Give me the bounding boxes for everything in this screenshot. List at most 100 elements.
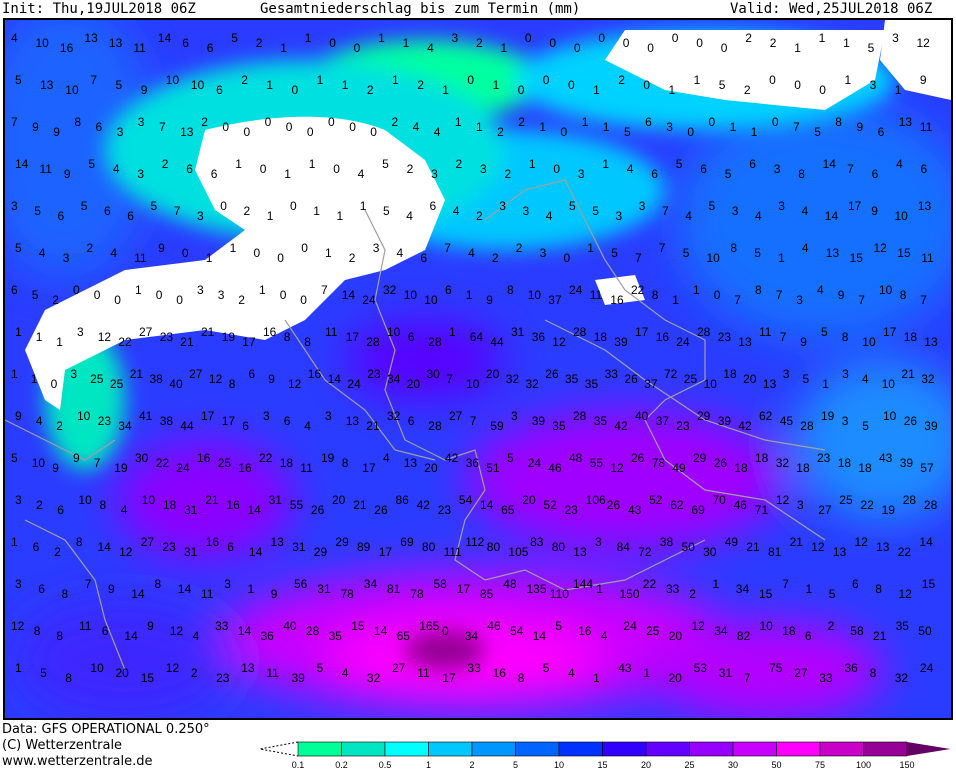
- value-label: 0: [222, 120, 229, 134]
- value-label: 3: [452, 31, 459, 45]
- value-label: 8: [842, 330, 849, 344]
- value-label: 11: [201, 587, 214, 601]
- value-label: 21: [180, 335, 194, 349]
- value-label: 16: [226, 498, 240, 512]
- value-label: 72: [664, 367, 678, 381]
- value-label: 12: [119, 545, 133, 559]
- value-label: 14: [919, 535, 933, 549]
- value-label: 12: [874, 241, 888, 255]
- value-label: 2: [87, 241, 94, 255]
- value-label: 27: [141, 535, 155, 549]
- value-label: 25: [110, 377, 124, 391]
- value-label: 7: [776, 288, 783, 302]
- value-label: 10: [36, 36, 50, 50]
- value-label: 28: [428, 335, 442, 349]
- value-label: 20: [407, 377, 421, 391]
- value-label: 38: [150, 372, 164, 386]
- value-label: 4: [755, 209, 762, 223]
- legend-swatch: [558, 741, 603, 757]
- value-label: 27: [818, 503, 832, 517]
- value-label: 1: [794, 41, 801, 55]
- value-label: 1: [442, 83, 449, 97]
- value-label: 29: [314, 545, 328, 559]
- value-label: 18: [280, 456, 294, 470]
- value-label: 43: [618, 661, 632, 675]
- value-label: 0: [286, 120, 293, 134]
- value-label: 45: [780, 414, 794, 428]
- value-label: 46: [548, 461, 562, 475]
- value-label: 5: [624, 125, 631, 139]
- value-label: 18: [755, 451, 769, 465]
- value-label: 40: [635, 409, 649, 423]
- value-label: 6: [211, 167, 218, 181]
- value-label: 18: [904, 330, 918, 344]
- value-label: 1: [778, 251, 785, 265]
- value-label: 39: [900, 456, 914, 470]
- value-label: 1: [819, 31, 826, 45]
- legend-tick-label: 30: [728, 760, 738, 770]
- value-label: 57: [920, 461, 934, 475]
- value-label: 14: [15, 157, 29, 171]
- value-label: 6: [104, 204, 111, 218]
- value-label: 27: [139, 325, 153, 339]
- value-label: 7: [782, 577, 789, 591]
- value-label: 17: [201, 409, 215, 423]
- value-label: 13: [763, 377, 777, 391]
- value-label: 17: [883, 325, 897, 339]
- value-label: 8: [798, 167, 805, 181]
- value-label: 0: [598, 31, 605, 45]
- legend-swatch: [384, 741, 429, 757]
- value-label: 8: [76, 535, 83, 549]
- value-label: 0: [721, 41, 728, 55]
- value-label: 65: [501, 503, 515, 517]
- value-label: 22: [643, 577, 657, 591]
- value-label: 53: [694, 661, 708, 675]
- value-label: 135: [527, 582, 547, 596]
- value-label: 0: [442, 624, 449, 638]
- value-label: 32: [506, 372, 520, 386]
- value-label: 1: [449, 325, 456, 339]
- value-label: 21: [790, 535, 804, 549]
- value-label: 23: [98, 414, 112, 428]
- value-label: 3: [197, 283, 204, 297]
- legend-swatch: [776, 741, 821, 757]
- value-label: 3: [842, 414, 849, 428]
- legend-swatch: [515, 741, 560, 757]
- value-label: 86: [396, 493, 410, 507]
- value-label: 1: [466, 288, 473, 302]
- value-label: 1: [669, 83, 676, 97]
- value-label: 11: [133, 41, 146, 55]
- value-label: 21: [366, 419, 380, 433]
- value-label: 28: [573, 409, 587, 423]
- value-label: 6: [182, 36, 189, 50]
- value-label: 1: [313, 204, 320, 218]
- value-label: 2: [497, 125, 504, 139]
- value-label: 6: [11, 283, 18, 297]
- value-label: 3: [499, 199, 506, 213]
- value-label: 13: [899, 115, 913, 129]
- value-label: 2: [828, 619, 835, 633]
- value-label: 1: [15, 661, 22, 675]
- value-label: 8: [56, 629, 63, 643]
- value-label: 14: [238, 624, 252, 638]
- value-label: 19: [821, 409, 835, 423]
- value-label: 8: [518, 671, 525, 685]
- value-label: 0: [794, 78, 801, 92]
- value-label: 10: [90, 661, 104, 675]
- value-label: 17: [362, 461, 376, 475]
- value-label: 3: [666, 120, 673, 134]
- value-label: 4: [627, 162, 634, 176]
- value-label: 3: [578, 167, 585, 181]
- value-label: 32: [776, 456, 790, 470]
- value-label: 1: [403, 36, 410, 50]
- value-label: 12: [899, 587, 913, 601]
- value-label: 0: [280, 288, 287, 302]
- value-label: 14: [249, 545, 263, 559]
- value-label: 50: [682, 540, 696, 554]
- value-label: 3: [774, 162, 781, 176]
- value-label: 31: [184, 503, 198, 517]
- value-label: 4: [453, 204, 460, 218]
- value-label: 48: [569, 451, 583, 465]
- value-label: 0: [220, 199, 227, 213]
- value-label: 1: [730, 120, 737, 134]
